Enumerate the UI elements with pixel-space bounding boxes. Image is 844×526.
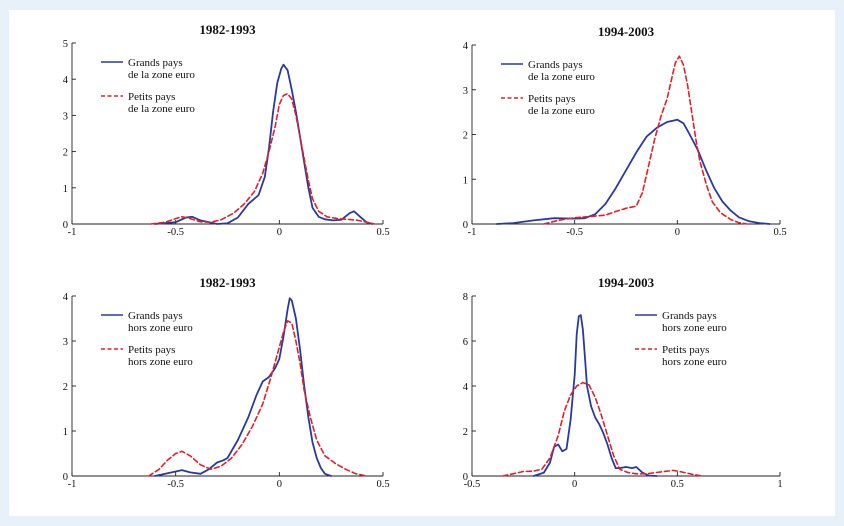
legend-label: Petits pays [662,344,709,356]
y-tick-label: 1 [463,175,468,186]
x-tick-label: -1 [68,479,77,490]
x-tick-label: -0.5 [167,479,184,490]
y-tick-label: 8 [463,292,468,303]
y-tick-label: 5 [63,39,68,50]
series-line-dashed [543,55,748,225]
legend-label: Petits pays [128,91,175,103]
legend-label: hors zone euro [128,356,193,368]
chart-title: 1994-2003 [598,24,655,39]
figure-frame: 1982-1993 -1 -0.5 0 0.5 0 1 2 3 4 5 Grands pays de l… [9,10,835,516]
y-tick-label: 3 [63,337,68,348]
y-tick-label: 6 [463,337,468,348]
chart-title: 1982-1993 [199,275,256,290]
x-tick-label: 0 [572,479,577,490]
chart-title: 1982-1993 [199,22,256,37]
legend-label: hors zone euro [662,322,727,334]
y-tick-label: 2 [63,148,68,159]
y-tick-label: 3 [463,86,468,97]
y-tick-label: 2 [463,131,468,142]
legend-label: Petits pays [128,344,175,356]
legend-label: Petits pays [528,93,575,105]
x-tick-label: 0 [675,227,680,238]
legend-label: Grands pays [128,57,183,69]
x-tick-label: -0.5 [464,479,481,490]
y-tick-label: 4 [63,292,69,303]
x-tick-label: -0.5 [167,227,184,238]
series-line-dashed [150,92,376,225]
x-tick-label: -0.5 [566,227,583,238]
y-tick-label: 2 [63,382,68,393]
legend-label: Grands pays [128,310,183,322]
series-line-solid [495,118,771,225]
legend-label: de la zone euro [528,71,595,83]
x-tick-label: -1 [68,227,77,238]
y-tick-label: 1 [63,184,68,195]
y-tick-label: 2 [463,427,468,438]
series-line-solid [532,314,658,477]
legend-label: de la zone euro [128,103,195,115]
legend-label: Grands pays [662,310,717,322]
y-tick-label: 0 [463,220,468,231]
x-tick-label: 0.5 [376,227,389,238]
x-tick-label: 0 [277,479,282,490]
series-line-solid [154,63,374,225]
y-tick-label: 0 [463,472,468,483]
y-tick-label: 4 [463,382,469,393]
legend-label: de la zone euro [128,69,195,81]
x-tick-label: -1 [468,227,477,238]
y-tick-label: 4 [63,75,69,86]
y-tick-label: 0 [63,220,68,231]
x-tick-label: 0.5 [773,227,786,238]
x-tick-label: 0.5 [671,479,684,490]
legend-label: Grands pays [528,59,583,71]
x-tick-label: 0 [277,227,282,238]
y-tick-label: 4 [463,41,469,52]
legend-label: hors zone euro [128,322,193,334]
series-line-dashed [502,381,703,477]
x-tick-label: 1 [777,479,782,490]
series-line-dashed [147,320,368,477]
legend-label: de la zone euro [528,105,595,117]
y-tick-label: 1 [63,427,68,438]
x-tick-label: 0.5 [376,479,389,490]
y-tick-label: 3 [63,111,68,122]
y-tick-label: 0 [63,472,68,483]
chart-title: 1994-2003 [598,275,655,290]
legend-label: hors zone euro [662,356,727,368]
